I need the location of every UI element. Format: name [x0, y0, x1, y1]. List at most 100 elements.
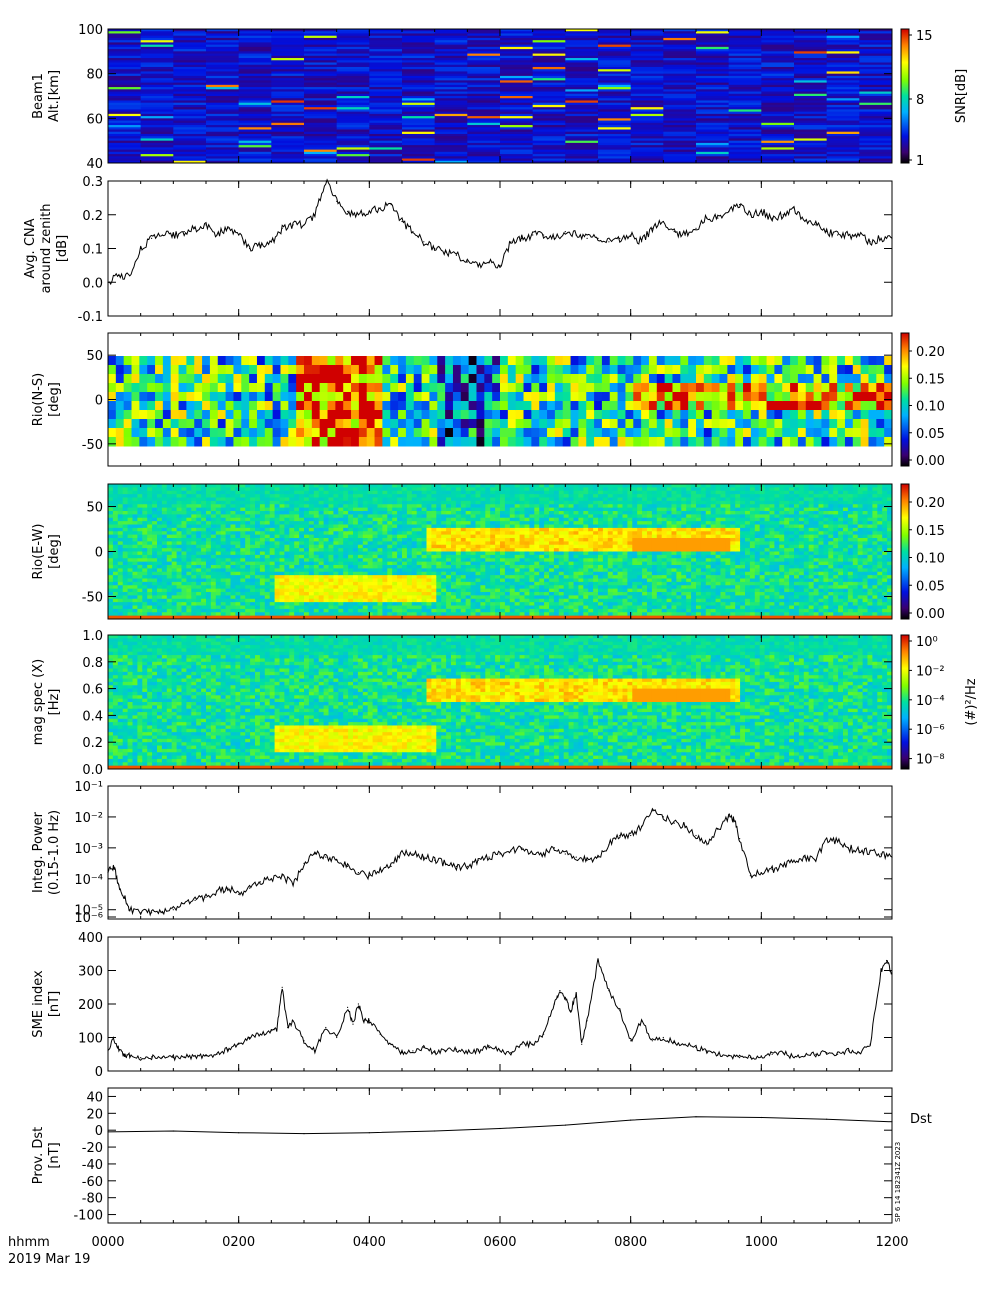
heatmap-cell [240, 585, 246, 590]
heatmap-cell [663, 55, 697, 59]
heatmap-cell [859, 31, 893, 34]
heatmap-cell [152, 554, 158, 559]
heatmap-cell [598, 156, 632, 160]
heatmap-cell [434, 35, 468, 39]
heatmap-cell [186, 410, 195, 420]
heatmap-cell [728, 29, 762, 32]
heatmap-cell [500, 84, 534, 88]
heatmap-cell [398, 365, 407, 375]
heatmap-cell [353, 511, 359, 515]
heatmap-cell [122, 500, 129, 505]
heatmap-cell [271, 116, 305, 119]
heatmap-cell [663, 49, 697, 52]
heatmap-cell [173, 66, 207, 70]
heatmap-cell [586, 410, 595, 420]
heatmap-cell [271, 58, 305, 61]
heatmap-cell [274, 578, 280, 583]
heatmap-cell [594, 383, 603, 393]
heatmap-cell [319, 437, 329, 447]
heatmap-cell [467, 87, 501, 90]
heatmap-cell [147, 534, 153, 539]
heatmap-cell [323, 538, 329, 542]
heatmap-cell [122, 602, 129, 607]
heatmap-cell [554, 401, 564, 411]
heatmap-cell [362, 554, 369, 559]
heatmap-cell [264, 484, 271, 488]
heatmap-cell [750, 428, 760, 438]
heatmap-cell [859, 84, 893, 88]
heatmap-cell [137, 551, 143, 556]
heatmap-cell [230, 534, 236, 539]
heatmap-cell [220, 612, 227, 617]
heatmap-cell [284, 541, 290, 546]
heatmap-cell [532, 104, 566, 108]
heatmap-cell [186, 497, 192, 502]
heatmap-cell [532, 42, 566, 46]
heatmap-cell [161, 561, 168, 566]
heatmap-cell [186, 578, 192, 583]
heatmap-cell [336, 29, 370, 32]
heatmap-cell [826, 35, 860, 39]
heatmap-cell [304, 612, 310, 617]
heatmap-cell [308, 500, 315, 505]
heatmap-cell [238, 44, 272, 48]
heatmap-cell [318, 490, 325, 495]
heatmap-cell [181, 538, 187, 542]
heatmap-cell [225, 592, 231, 596]
heatmap-cell [860, 428, 869, 438]
heatmap-cell [333, 527, 339, 532]
heatmap-cell [601, 392, 611, 402]
heatmap-cell [127, 608, 133, 613]
heatmap-cell [826, 58, 860, 61]
heatmap-cell [238, 138, 272, 142]
heatmap-cell [598, 53, 632, 57]
heatmap-cell [235, 581, 241, 586]
heatmap-cell [147, 514, 153, 519]
heatmap-cell [382, 365, 391, 375]
heatmap-cell [245, 605, 251, 610]
heatmap-cell [206, 75, 240, 79]
heatmap-cell [547, 392, 556, 402]
heatmap-cell [829, 383, 838, 393]
heatmap-cell [630, 78, 664, 81]
heatmap-cell [507, 410, 517, 420]
heatmap-cell [630, 140, 664, 144]
heatmap-cell [719, 428, 728, 438]
heatmap-cell [173, 80, 207, 84]
heatmap-cell [696, 140, 730, 144]
heatmap-cell [127, 484, 133, 488]
heatmap-cell [664, 356, 673, 366]
heatmap-cell [196, 554, 202, 559]
heatmap-cell [191, 521, 197, 526]
y-axis-label: Rio(N-S) [31, 373, 46, 426]
heatmap-cell [362, 521, 369, 526]
heatmap-cell [137, 497, 143, 502]
heatmap-cell [259, 490, 266, 495]
heatmap-cell [140, 40, 174, 43]
heatmap-cell [230, 497, 236, 502]
heatmap-cell [238, 73, 272, 77]
heatmap-cell [117, 585, 124, 590]
heatmap-cell [166, 595, 173, 600]
x-tick-label: 1000 [745, 1235, 778, 1250]
heatmap-cell [162, 437, 172, 447]
heatmap-cell [304, 35, 338, 39]
heatmap-cell [656, 383, 666, 393]
heatmap-cell [484, 365, 493, 375]
heatmap-cell [289, 598, 295, 603]
heatmap-cell [108, 69, 142, 72]
heatmap-cell [429, 428, 438, 438]
heatmap-cell [173, 109, 207, 113]
heatmap-cell [348, 487, 354, 492]
heatmap-cell [108, 35, 142, 39]
heatmap-cell [369, 120, 403, 124]
heatmap-cell [663, 149, 697, 153]
heatmap-cell [132, 490, 138, 495]
heatmap-cell [758, 365, 768, 375]
heatmap-cell [147, 615, 153, 620]
heatmap-cell [142, 575, 148, 580]
heatmap-cell [794, 55, 828, 59]
heatmap-cell [758, 374, 768, 384]
heatmap-cell [272, 383, 281, 393]
heatmap-cell [333, 605, 339, 610]
